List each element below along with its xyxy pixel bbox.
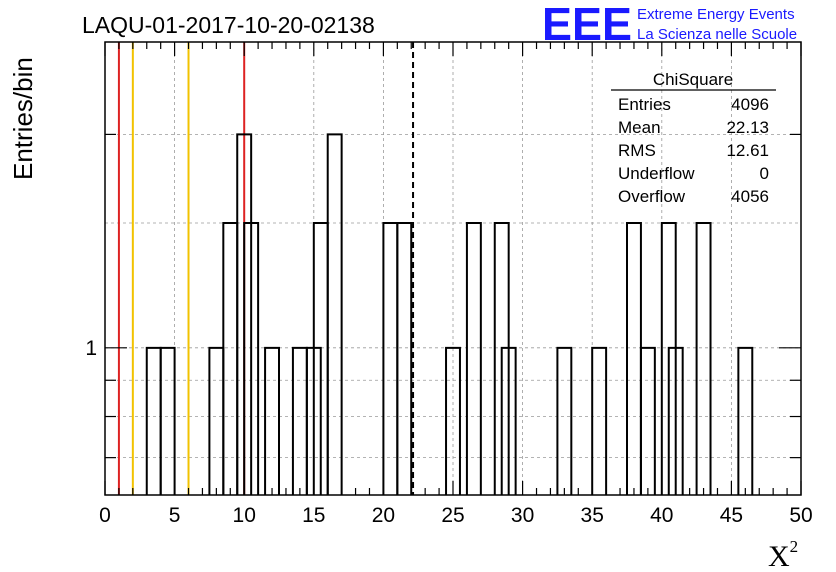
stats-value: 12.61: [726, 141, 769, 160]
y-tick-labels: 1: [85, 337, 97, 360]
x-tick-label: 10: [233, 504, 256, 527]
x-tick-label: 30: [511, 504, 534, 527]
histogram-bin: [236, 133, 253, 495]
histogram-bin: [291, 346, 308, 495]
histogram-bin: [264, 346, 280, 495]
stats-label: Entries: [618, 95, 671, 114]
logo-mark: EEE: [542, 0, 632, 50]
stats-label: Overflow: [618, 187, 686, 206]
histogram-bin: [556, 346, 573, 495]
histogram-bin: [626, 221, 642, 495]
histogram-bin: [159, 346, 176, 495]
x-tick-label: 5: [169, 504, 181, 527]
chart-title: LAQU-01-2017-10-20-02138: [82, 12, 375, 38]
logo-line-1: Extreme Energy Events: [637, 6, 795, 23]
x-tick-label: 40: [650, 504, 673, 527]
eee-logo: EEE Extreme Energy Events La Scienza nel…: [542, 0, 797, 50]
x-tick-label: 20: [372, 504, 395, 527]
histogram-bin: [222, 221, 239, 495]
histogram-bin: [465, 221, 482, 495]
x-tick-labels: 0 5 10 15 20 25 30 35 40 45 50: [99, 504, 813, 527]
histogram-bin: [493, 221, 510, 495]
x-axis-label-sup: 2: [790, 537, 799, 556]
histogram-bin: [695, 221, 712, 495]
histogram-bin: [500, 346, 517, 495]
histogram-bin: [591, 346, 608, 495]
histogram-bin: [445, 346, 461, 495]
x-tick-label: 0: [99, 504, 111, 527]
histogram-bin: [243, 221, 260, 495]
x-tick-label: 50: [789, 504, 812, 527]
stats-rows: Entries 4096 Mean 22.13 RMS 12.61 Underflow 0 Ov…: [618, 95, 769, 206]
x-tick-label: 45: [720, 504, 743, 527]
x-tick-label: 15: [302, 504, 325, 527]
histogram-bin: [382, 221, 399, 495]
x-axis-label: X2: [768, 537, 798, 572]
histogram-bins: [145, 133, 754, 495]
histogram-bin: [660, 221, 677, 495]
stats-label: RMS: [618, 141, 656, 160]
histogram-bin: [208, 346, 225, 495]
stats-label: Mean: [618, 118, 661, 137]
histogram-bin: [667, 346, 684, 495]
histogram-bin: [396, 221, 413, 495]
stats-value: 22.13: [726, 118, 769, 137]
histogram-bin: [639, 346, 656, 495]
histogram-bin: [737, 346, 754, 495]
logo-line-2: La Scienza nelle Scuole: [637, 26, 797, 43]
axis-ticks: [104, 42, 802, 495]
x-axis-label-base: X: [768, 540, 790, 572]
stats-value: 4056: [731, 187, 769, 206]
stats-title: ChiSquare: [653, 70, 733, 89]
y-tick-label: 1: [85, 337, 97, 360]
stats-value: 0: [760, 164, 769, 183]
stats-box: ChiSquare Entries 4096 Mean 22.13 RMS 12.61 Un…: [611, 70, 776, 206]
stats-label: Underflow: [618, 164, 695, 183]
stats-value: 4096: [731, 95, 769, 114]
histogram-bin: [145, 346, 162, 495]
histogram-bin: [326, 133, 343, 495]
x-tick-label: 35: [581, 504, 604, 527]
y-axis-label: Entries/bin: [8, 57, 38, 180]
x-tick-label: 25: [441, 504, 464, 527]
